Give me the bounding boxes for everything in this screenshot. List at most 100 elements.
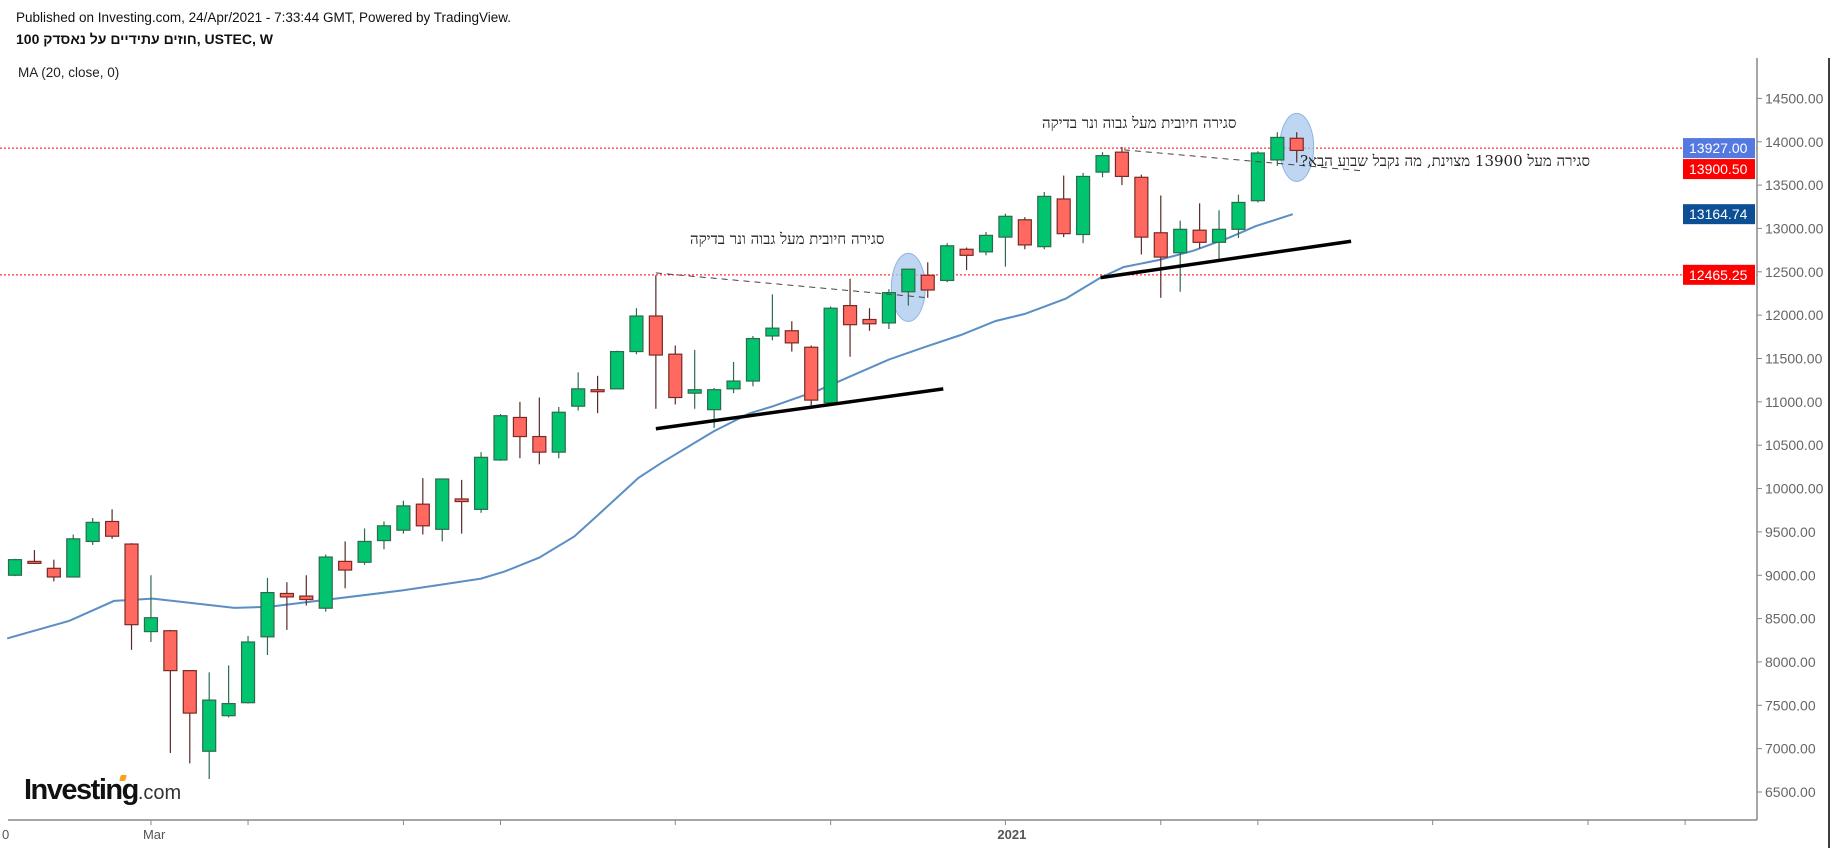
candle-body [1250, 152, 1265, 202]
candle-up [901, 268, 916, 306]
candle-body [745, 337, 761, 382]
candle-up [396, 500, 411, 534]
candle-body [1173, 228, 1188, 254]
candle-body [823, 307, 838, 404]
published-caption: Published on Investing.com, 24/Apr/2021 … [16, 10, 512, 25]
candle-down [124, 543, 139, 650]
candle-body [687, 389, 702, 394]
candle-up [765, 294, 780, 341]
candle-body [163, 630, 178, 672]
horizontal-lines [0, 147, 1757, 276]
candle-down [1017, 217, 1032, 250]
price-tick-label: 8500.00 [1765, 611, 1816, 627]
candle-body [279, 592, 294, 598]
candle-body [1192, 229, 1207, 243]
time-tick-label: 2021 [997, 827, 1026, 842]
candle-body [7, 559, 23, 576]
price-tick-label: 7500.00 [1765, 697, 1816, 713]
candle-body [1153, 232, 1168, 258]
candle-body [940, 245, 955, 282]
logo-suffix: .com [137, 782, 182, 804]
candle-up [66, 534, 81, 578]
dashed-trend-line [655, 272, 926, 299]
candle-down [1192, 203, 1207, 249]
candle-up [202, 672, 217, 779]
candle-up [318, 554, 333, 612]
price-badges: 13927.00 13900.50 13164.74 12465.25 [1683, 138, 1755, 285]
candle-down [163, 629, 178, 753]
price-badge [1683, 138, 1755, 159]
time-axis[interactable]: 0 Mar 2021 [2, 819, 1757, 842]
candle-up [85, 518, 100, 545]
candle-up [1075, 172, 1091, 244]
candle-down [959, 247, 974, 271]
price-tick-label: 12500.00 [1765, 264, 1824, 280]
candle-down [454, 479, 469, 534]
price-tick-label: 13000.00 [1765, 220, 1824, 236]
price-tick-label: 14500.00 [1765, 90, 1824, 106]
candle-up [357, 528, 372, 565]
highlight-ellipses [890, 112, 1315, 322]
price-tick-label: 6500.00 [1765, 784, 1816, 800]
candle-body [765, 327, 780, 337]
candle-body [396, 505, 411, 531]
price-badge [1683, 204, 1755, 225]
candle-down [1134, 174, 1149, 255]
candle-body [609, 350, 625, 390]
annotation-text-3: סגירה מעל 13900 מצוינת, מה נקבל שבוע הבא… [1300, 152, 1590, 170]
candle-up [629, 308, 644, 355]
price-tick-label: 10500.00 [1765, 437, 1824, 453]
candle-down [920, 262, 935, 298]
candle-down [784, 321, 799, 352]
time-tick-label: Mar [143, 827, 166, 842]
candle-up [1270, 132, 1285, 167]
candle-body [1134, 176, 1149, 238]
price-tick-label: 14000.00 [1765, 134, 1824, 150]
candle-body [998, 215, 1013, 238]
price-tick-label: 13500.00 [1765, 177, 1824, 193]
candle-body [726, 380, 741, 390]
candle-up [881, 289, 897, 330]
candle-up [376, 521, 392, 550]
candle-up [551, 407, 566, 459]
candle-down [668, 345, 683, 405]
candle-body [1114, 151, 1130, 178]
candle-body [648, 315, 663, 356]
candle-down [512, 401, 528, 459]
candle-body [1056, 198, 1071, 235]
candle-body [512, 416, 528, 438]
candle-body [532, 435, 547, 453]
ma-legend[interactable]: MA (20, close, 0) [18, 65, 120, 80]
candle-body [629, 315, 644, 353]
candles [7, 132, 1304, 779]
price-axis[interactable]: 6500.00 7000.00 7500.00 8000.00 8500.00 9000.… [1756, 0, 1837, 848]
candle-body [454, 498, 469, 503]
candle-body [1211, 228, 1227, 243]
candle-body [551, 411, 566, 453]
ma-line [6, 213, 1294, 640]
candle-down [299, 575, 314, 606]
annotation-text-1: סגירה חיובית מעל גבוה ונר בדיקה [690, 230, 885, 248]
price-tick-label: 10000.00 [1765, 481, 1824, 497]
candle-body [804, 346, 819, 401]
candle-body [357, 540, 372, 563]
price-tick-label: 12000.00 [1765, 307, 1824, 323]
candle-up [493, 413, 508, 461]
candle-up [1095, 152, 1110, 178]
price-badge-label: 13927.00 [1689, 140, 1748, 156]
candle-up [687, 349, 702, 409]
candle-down [648, 275, 663, 409]
candle-body [143, 617, 159, 633]
candle-up [726, 361, 741, 394]
candle-body [1017, 219, 1032, 246]
candle-up [940, 243, 955, 283]
candle-body [1270, 136, 1285, 161]
candle-up [998, 213, 1013, 267]
candle-body [338, 560, 353, 571]
candle-body [784, 330, 799, 344]
price-tick-label: 7000.00 [1765, 741, 1816, 757]
candle-body [862, 318, 877, 325]
dashed-trend-line [1123, 149, 1365, 172]
candle-down [804, 345, 819, 406]
